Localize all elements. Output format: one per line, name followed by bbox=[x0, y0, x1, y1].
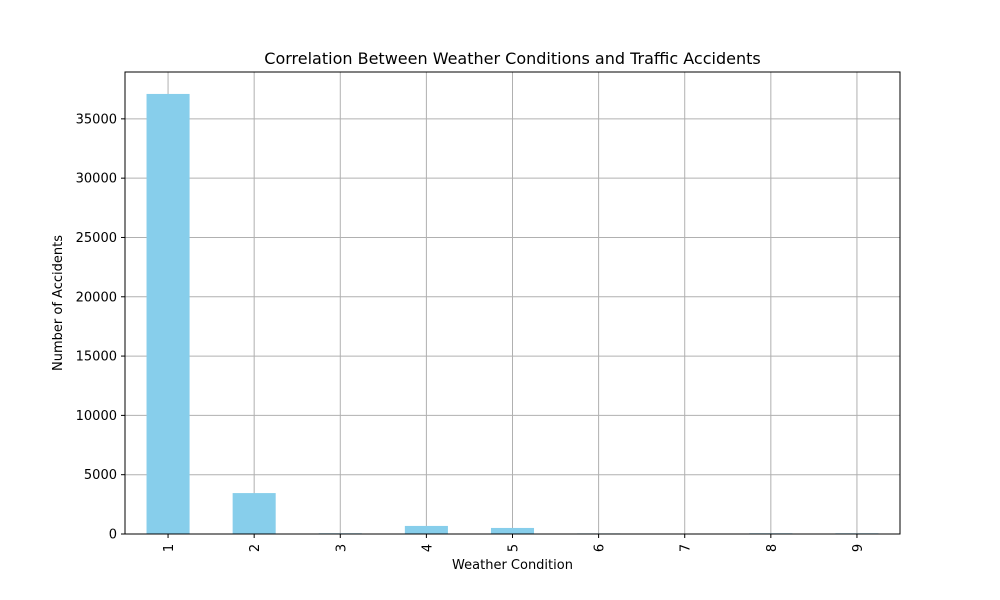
chart-title: Correlation Between Weather Conditions a… bbox=[264, 49, 760, 68]
bar bbox=[146, 93, 190, 535]
y-tick-label: 15000 bbox=[76, 350, 117, 365]
bars-layer bbox=[146, 93, 879, 535]
bar bbox=[232, 493, 276, 534]
x-tick-label: 2 bbox=[248, 544, 263, 552]
x-tick-label: 1 bbox=[162, 544, 177, 552]
y-tick-label: 25000 bbox=[76, 231, 117, 246]
y-tick-label: 10000 bbox=[76, 409, 117, 424]
y-tick-label: 5000 bbox=[84, 468, 117, 483]
ticks-layer: 0 5000 10000 15000 20000 25000 30000 35000 1 2 3 4 5… bbox=[76, 112, 866, 552]
x-tick-label: 5 bbox=[507, 544, 522, 552]
y-tick-label: 35000 bbox=[76, 112, 117, 127]
x-tick-label: 7 bbox=[679, 544, 694, 552]
y-tick-label: 30000 bbox=[76, 172, 117, 187]
y-axis-label: Number of Accidents bbox=[51, 235, 66, 371]
x-tick-label: 4 bbox=[420, 544, 435, 552]
x-axis-label: Weather Condition bbox=[452, 558, 573, 573]
x-tick-label: 9 bbox=[851, 544, 866, 552]
x-tick-label: 6 bbox=[593, 544, 608, 552]
x-tick-label: 3 bbox=[334, 544, 349, 552]
x-tick-label: 8 bbox=[765, 544, 780, 552]
bar bbox=[490, 527, 535, 534]
y-tick-label: 20000 bbox=[76, 290, 117, 305]
bar bbox=[404, 525, 448, 534]
y-tick-label: 0 bbox=[109, 528, 117, 543]
